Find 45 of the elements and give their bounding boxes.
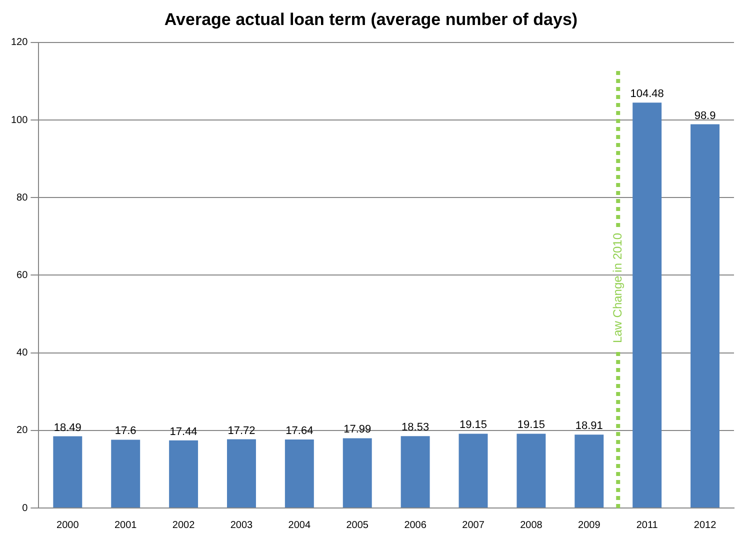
annotation: Law Change in 2010 — [610, 232, 624, 344]
data-label: 18.53 — [402, 422, 430, 434]
x-tick-label: 2008 — [520, 520, 543, 531]
data-label: 17.72 — [228, 424, 256, 437]
bar — [53, 436, 82, 508]
x-tick-label: 2001 — [114, 520, 138, 531]
y-tick-label: 100 — [10, 114, 28, 126]
bar — [227, 439, 256, 508]
data-label: 17.99 — [344, 424, 372, 436]
x-tick-label: 2012 — [694, 520, 717, 531]
x-tick-label: 2009 — [578, 520, 601, 531]
data-label: 19.15 — [517, 419, 545, 432]
chart-title: Average actual loan term (average number of days) — [164, 10, 578, 29]
bar — [169, 440, 198, 508]
data-label: 17.64 — [286, 425, 314, 438]
bar — [400, 436, 430, 508]
x-tick-label: 2003 — [230, 520, 254, 531]
data-label: 18.49 — [54, 422, 82, 434]
data-label: 19.15 — [459, 419, 488, 432]
x-tick-label: 2005 — [346, 520, 369, 531]
y-tick-label: 40 — [16, 348, 28, 359]
data-label: 98.9 — [694, 110, 716, 122]
x-tick-label: 2004 — [288, 520, 311, 531]
bar — [342, 438, 372, 508]
data-label: 17.6 — [114, 425, 136, 438]
bar — [690, 124, 720, 508]
x-tick-label: 2000 — [56, 520, 80, 531]
y-tick-label: 20 — [16, 425, 28, 436]
bar — [284, 440, 314, 508]
data-label: 17.44 — [170, 426, 198, 438]
bar — [458, 434, 488, 508]
data-label: 104.48 — [630, 88, 664, 100]
x-tick-label: 2006 — [404, 520, 427, 531]
x-tick-label: 2002 — [172, 520, 196, 531]
y-tick-label: 80 — [16, 192, 28, 204]
bar — [574, 434, 604, 508]
x-tick-label: 2007 — [462, 520, 485, 531]
y-tick-label: 120 — [10, 37, 28, 48]
data-label: 18.91 — [575, 420, 603, 432]
y-tick-label: 0 — [22, 502, 28, 514]
bar — [516, 434, 546, 508]
bar — [632, 102, 662, 508]
y-tick-label: 60 — [16, 270, 28, 281]
x-tick-label: 2011 — [636, 520, 658, 531]
bar — [111, 440, 140, 508]
